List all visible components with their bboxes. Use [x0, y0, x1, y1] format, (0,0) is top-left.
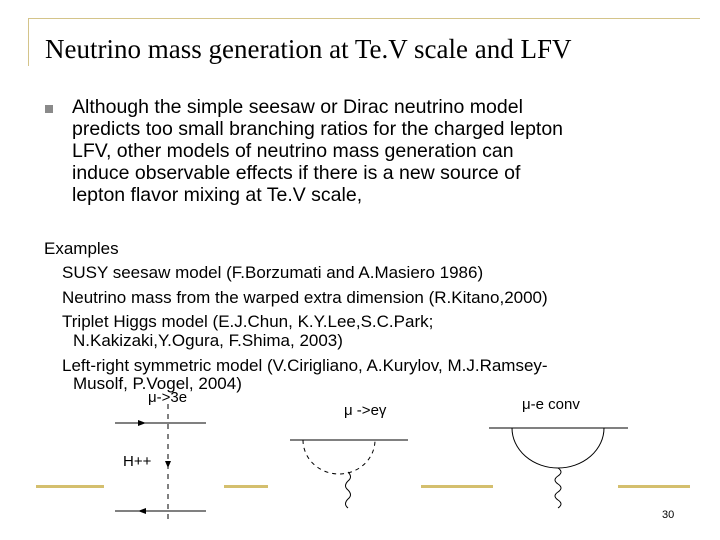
page-number: 30: [662, 509, 675, 521]
frame-left-line: [28, 18, 29, 66]
bullet-paragraph: Although the simple seesaw or Dirac neut…: [72, 96, 702, 206]
bullet-line: lepton flavor mixing at Te.V scale,: [72, 184, 363, 206]
example-line: SUSY seesaw model (F.Borzumati and A.Mas…: [62, 263, 484, 282]
photon-line: [345, 471, 351, 509]
arrow-icon: [138, 508, 146, 514]
bullet-line: Although the simple seesaw or Dirac neut…: [72, 96, 523, 118]
accent-line: [421, 485, 493, 488]
bullet-square-icon: [45, 105, 53, 113]
diagram-mu-e-conv: [489, 427, 628, 509]
accent-line: [224, 485, 268, 488]
example-line: Triplet Higgs model (E.J.Chun, K.Y.Lee,S…: [62, 312, 434, 331]
bullet-line: predicts too small branching ratios for …: [72, 118, 564, 140]
bullet-line: induce observable effects if there is a …: [72, 162, 521, 184]
slide-title: Neutrino mass generation at Te.V scale a…: [45, 34, 572, 64]
accent-line: [618, 485, 690, 488]
example-line: Left-right symmetric model (V.Cirigliano…: [62, 356, 548, 375]
diagram-label-higgs: H++: [123, 453, 152, 470]
loop-arc: [511, 427, 605, 469]
diagram-label-mu-e-conv: μ-e conv: [522, 396, 580, 413]
arrow-icon: [165, 461, 171, 468]
example-line: N.Kakizaki,Y.Ogura, F.Shima, 2003): [73, 331, 343, 350]
loop-arc: [302, 439, 376, 475]
examples-heading: Examples: [44, 239, 119, 258]
diagram-label-mu-e-gamma: μ ->eγ: [344, 402, 387, 419]
arrow-icon: [138, 420, 146, 426]
diagram-label-mu-3e: μ->3e: [148, 389, 188, 406]
diagram-mu-e-gamma: [290, 439, 408, 509]
diagram-mu-3e: [115, 404, 206, 520]
example-line: Musolf, P.Vogel, 2004): [73, 374, 242, 393]
bullet-line: LFV, other models of neutrino mass gener…: [72, 140, 514, 162]
frame-top-line: [28, 18, 700, 19]
accent-line: [36, 485, 104, 488]
photon-line: [554, 467, 562, 509]
example-line: Neutrino mass from the warped extra dime…: [62, 288, 548, 307]
